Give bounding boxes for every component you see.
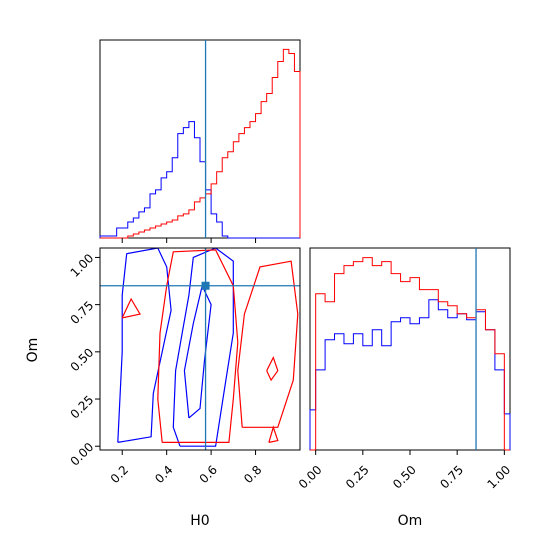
truth-marker: [201, 281, 210, 290]
h0-om-contour-panel: 0.2 0.4 0.6 0.8 0.00 0.25 0.50 0.75 1.00: [68, 247, 301, 486]
contour-line: [121, 297, 141, 319]
contour-line: [183, 283, 212, 419]
x-tick-label: 0.25: [343, 463, 372, 492]
x-tick-label: 0.6: [197, 463, 220, 486]
contour-line: [172, 248, 234, 447]
histogram-step-line: [310, 257, 510, 451]
histogram-step-line: [99, 121, 300, 239]
contour-line: [268, 425, 279, 443]
contour-group: [117, 248, 299, 447]
contour-line: [237, 260, 299, 428]
y-tick-label: 1.00: [68, 251, 97, 280]
om-histogram-panel: 0.00 0.25 0.50 0.75 1.00: [296, 247, 513, 492]
x-tick-label: 0.2: [108, 463, 131, 486]
x-tick-label: 0.75: [437, 463, 466, 492]
contour-line: [157, 249, 239, 443]
y-tick-label: 0.00: [68, 440, 97, 469]
contour-line: [117, 248, 172, 443]
y-tick-label: 0.75: [68, 298, 97, 327]
x-tick-label: 0.4: [152, 463, 175, 486]
y-tick-label: 0.25: [68, 393, 97, 422]
contour-line: [266, 355, 279, 382]
x-axis-label-h0: H0: [190, 513, 209, 529]
h0-histogram-panel: [99, 39, 301, 243]
x-tick-label: 0.8: [241, 463, 264, 486]
x-tick-label: 0.50: [390, 463, 419, 492]
histogram-step-line: [309, 299, 511, 450]
x-tick-label: 0.00: [296, 463, 325, 492]
y-tick-label: 0.50: [68, 345, 97, 374]
y-axis-label-om: Om: [25, 338, 41, 363]
x-axis-label-om: Om: [398, 513, 423, 529]
x-tick-label: 1.00: [484, 463, 513, 492]
axes-frame: [99, 247, 301, 451]
